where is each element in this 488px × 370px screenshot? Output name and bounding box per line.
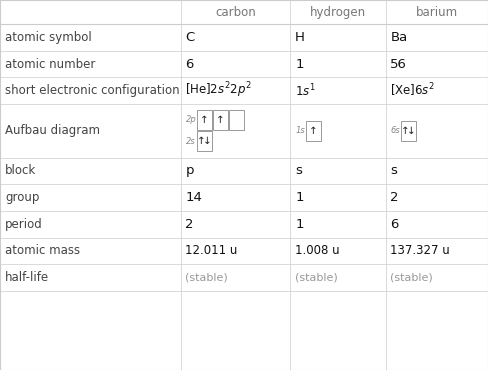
Text: barium: barium bbox=[416, 6, 458, 18]
Text: 1: 1 bbox=[295, 191, 304, 204]
Text: (stable): (stable) bbox=[390, 272, 433, 283]
Text: 14: 14 bbox=[185, 191, 203, 204]
Text: short electronic configuration: short electronic configuration bbox=[5, 84, 180, 97]
Text: 1s: 1s bbox=[295, 126, 305, 135]
Text: atomic symbol: atomic symbol bbox=[5, 31, 92, 44]
Text: s: s bbox=[295, 164, 302, 178]
Bar bbox=[306, 121, 321, 141]
Text: 56: 56 bbox=[390, 57, 407, 71]
Text: 1: 1 bbox=[295, 57, 304, 71]
Text: block: block bbox=[5, 164, 36, 178]
Text: ↓: ↓ bbox=[407, 126, 416, 136]
Text: s: s bbox=[390, 164, 397, 178]
Text: ↑: ↑ bbox=[401, 126, 410, 136]
Text: $\mathregular{[He]2}s^2\mathregular{2}p^2$: $\mathregular{[He]2}s^2\mathregular{2}p^… bbox=[185, 81, 252, 100]
Text: hydrogen: hydrogen bbox=[310, 6, 366, 18]
Text: Ba: Ba bbox=[390, 31, 407, 44]
Text: ↑: ↑ bbox=[309, 126, 318, 136]
Text: (stable): (stable) bbox=[295, 272, 338, 283]
Text: (stable): (stable) bbox=[185, 272, 228, 283]
Text: atomic mass: atomic mass bbox=[5, 244, 80, 258]
Text: period: period bbox=[5, 218, 42, 231]
Text: 6: 6 bbox=[185, 57, 194, 71]
Text: $\mathregular{1}s^1$: $\mathregular{1}s^1$ bbox=[295, 83, 316, 99]
Bar bbox=[229, 110, 244, 130]
Text: Aufbau diagram: Aufbau diagram bbox=[5, 124, 100, 137]
Text: 6: 6 bbox=[390, 218, 399, 231]
Text: 6s: 6s bbox=[390, 126, 400, 135]
Text: half-life: half-life bbox=[5, 271, 49, 284]
Text: $\mathregular{[Xe]6}s^2$: $\mathregular{[Xe]6}s^2$ bbox=[390, 82, 435, 100]
Text: C: C bbox=[185, 31, 195, 44]
Text: ↑: ↑ bbox=[216, 115, 225, 125]
Text: carbon: carbon bbox=[215, 6, 256, 18]
Bar bbox=[213, 110, 228, 130]
Text: 2: 2 bbox=[185, 218, 194, 231]
Text: 1.008 u: 1.008 u bbox=[295, 244, 340, 258]
Text: H: H bbox=[295, 31, 305, 44]
Text: ↑: ↑ bbox=[197, 136, 206, 146]
Bar bbox=[401, 121, 416, 141]
Bar bbox=[197, 110, 212, 130]
Text: atomic number: atomic number bbox=[5, 57, 95, 71]
Text: 1: 1 bbox=[295, 218, 304, 231]
Text: 2: 2 bbox=[390, 191, 399, 204]
Text: ↓: ↓ bbox=[203, 136, 212, 146]
Text: p: p bbox=[185, 164, 194, 178]
Text: ↑: ↑ bbox=[200, 115, 209, 125]
Text: group: group bbox=[5, 191, 39, 204]
Text: 12.011 u: 12.011 u bbox=[185, 244, 238, 258]
Text: 137.327 u: 137.327 u bbox=[390, 244, 450, 258]
Text: 2s: 2s bbox=[186, 137, 196, 146]
Text: 2p: 2p bbox=[186, 115, 197, 124]
Bar bbox=[197, 131, 212, 151]
